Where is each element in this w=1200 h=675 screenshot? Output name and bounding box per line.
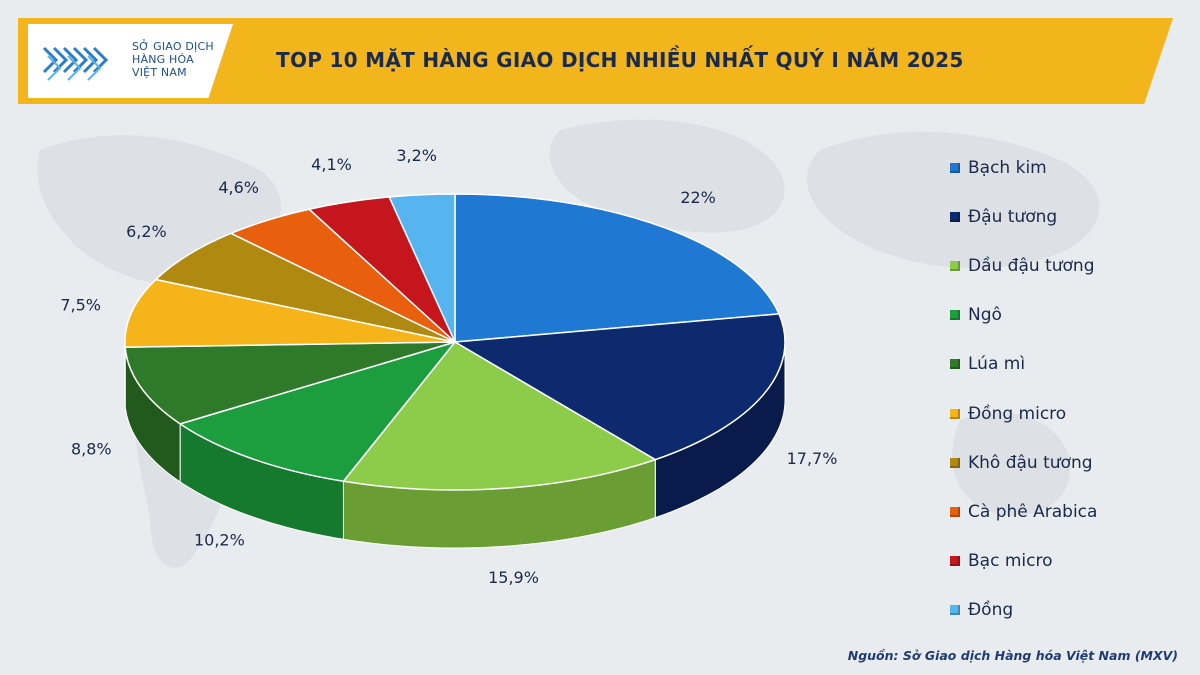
value-label-bac-micro: 4,1% [311, 155, 352, 174]
legend-item-dong-micro: Đồng micro [950, 389, 1097, 438]
value-label-ca-phe-arabica: 4,6% [218, 178, 259, 197]
pie-slice-lua-mi [124, 341, 456, 425]
pie-slice-bach-kim [454, 193, 781, 343]
legend-label-lua-mi: Lúa mì [968, 354, 1026, 375]
pie-slice-dong [388, 193, 456, 343]
legend-label-dong: Đồng [968, 600, 1014, 621]
legend-item-dau-dau-tuong: Dầu đậu tương [950, 241, 1097, 290]
value-label-dong: 3,2% [396, 146, 437, 165]
pie-slice-dong-micro [124, 278, 456, 348]
legend-label-ca-phe-arabica: Cà phê Arabica [968, 501, 1098, 522]
legend-swatch-dau-tuong [950, 211, 960, 222]
legend-swatch-dong-micro [950, 408, 960, 419]
legend-label-bach-kim: Bạch kim [968, 157, 1047, 178]
logo-line-2: HÀNG HÓA [132, 53, 194, 66]
legend-swatch-bac-micro [950, 556, 960, 567]
legend-item-bach-kim: Bạch kim [950, 143, 1097, 192]
value-label-kho-dau-tuong: 6,2% [126, 222, 167, 241]
legend-swatch-ngo [950, 310, 960, 321]
legend-item-ngo: Ngô [950, 291, 1097, 340]
value-label-dau-tuong: 17,7% [787, 449, 838, 468]
legend-item-kho-dau-tuong: Khô đậu tương [950, 438, 1097, 487]
legend-label-dau-tuong: Đậu tương [968, 206, 1058, 227]
legend-item-lua-mi: Lúa mì [950, 340, 1097, 389]
legend-swatch-lua-mi [950, 359, 960, 370]
pie-slice-ngo [178, 340, 458, 483]
pie-value-labels: 22% 17,7% 15,9% 10,2% 8,8% 7,5% 6,2% 4,6% 4,1% 3,… [60, 146, 837, 587]
legend-swatch-ca-phe-arabica [950, 506, 960, 517]
legend-swatch-dau-dau-tuong [950, 260, 960, 271]
legend-item-bac-micro: Bạc micro [950, 537, 1097, 586]
pie-slice-dau-tuong [452, 313, 786, 461]
legend-label-dong-micro: Đồng micro [968, 403, 1067, 424]
chart-title: TOP 10 MẶT HÀNG GIAO DỊCH NHIỀU NHẤT QUÝ… [276, 48, 964, 72]
logo-text: SỞ GIAO DỊCH HÀNG HÓA VIỆT NAM [132, 40, 214, 79]
legend-label-dau-dau-tuong: Dầu đậu tương [968, 255, 1095, 276]
pie-slices [124, 193, 786, 491]
source-note: Nguồn: Sở Giao dịch Hàng hóa Việt Nam (M… [847, 648, 1178, 663]
value-label-bach-kim: 22% [680, 188, 716, 207]
legend-label-bac-micro: Bạc micro [968, 551, 1053, 572]
legend-item-ca-phe-arabica: Cà phê Arabica [950, 487, 1097, 536]
pie-slice-dau-dau-tuong [342, 341, 658, 491]
chart-legend: Bạch kim Đậu tương Dầu đậu tương Ngô Lúa mì Đ… [950, 143, 1097, 635]
pie-slice-kho-dau-tuong [154, 232, 456, 343]
logo-box [28, 24, 233, 98]
legend-label-kho-dau-tuong: Khô đậu tương [968, 452, 1093, 473]
legend-item-dau-tuong: Đậu tương [950, 192, 1097, 241]
legend-label-ngo: Ngô [968, 305, 1002, 326]
value-label-lua-mi: 8,8% [71, 440, 112, 459]
value-label-dau-dau-tuong: 15,9% [488, 568, 539, 587]
legend-swatch-dong [950, 605, 960, 616]
legend-item-dong: Đồng [950, 586, 1097, 635]
value-label-dong-micro: 7,5% [60, 296, 101, 315]
legend-swatch-kho-dau-tuong [950, 457, 960, 468]
logo-line-1: SỞ GIAO DỊCH [132, 40, 214, 53]
value-label-ngo: 10,2% [194, 530, 245, 549]
legend-swatch-bach-kim [950, 162, 960, 173]
logo-line-3: VIỆT NAM [132, 66, 187, 79]
mxv-logo-icon [42, 46, 109, 81]
